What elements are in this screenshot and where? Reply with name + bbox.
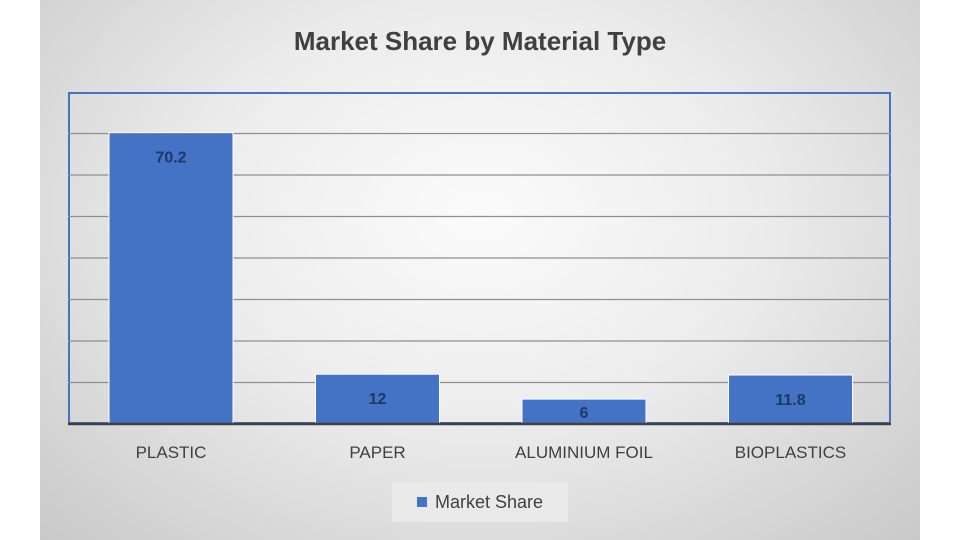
data-label: 6 (580, 405, 589, 422)
bar (728, 374, 853, 425)
chart-title: Market Share by Material Type (293, 26, 667, 56)
bar (521, 398, 647, 425)
x-tick-label-bioplastics: BIOPLASTICS (734, 443, 847, 462)
data-label: 70.2 (155, 150, 186, 167)
bar (108, 132, 234, 425)
data-label: 12 (369, 391, 387, 408)
x-tick-label-paper: PAPER (349, 443, 406, 462)
x-tick-label-aluminium-foil: ALUMINIUM FOIL (515, 443, 653, 462)
legend-label: Market Share (434, 491, 544, 512)
plot-area: 70.2 12 6 11.8 (68, 132, 891, 426)
chart-area: Market Share by Material Type 70.2 12 6 11.… (40, 0, 920, 540)
data-label: 11.8 (775, 392, 805, 409)
legend-swatch (416, 497, 427, 507)
x-tick-label-plastic: PLASTIC (135, 443, 207, 462)
legend: Market Share (392, 482, 568, 522)
